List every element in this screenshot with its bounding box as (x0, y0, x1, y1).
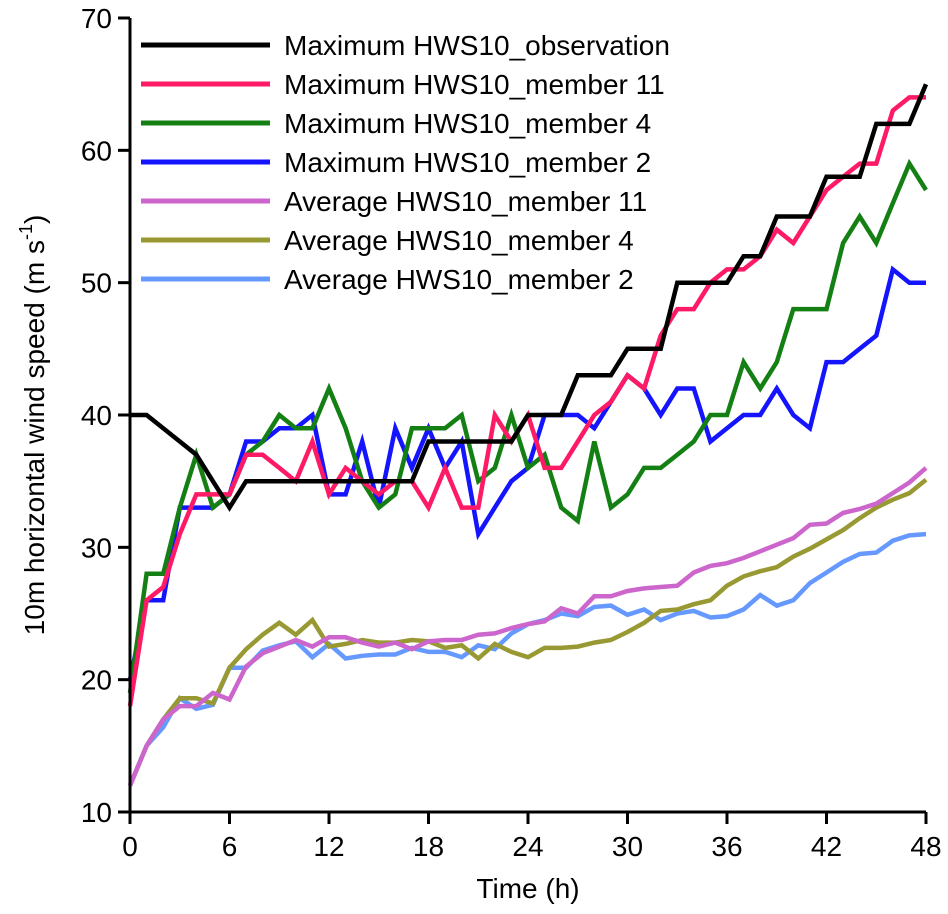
y-tick-label: 10 (81, 797, 112, 828)
x-tick-label: 0 (122, 831, 138, 862)
x-tick-label: 12 (313, 831, 344, 862)
legend-label: Average HWS10_member 2 (284, 264, 634, 295)
x-tick-label: 6 (222, 831, 238, 862)
y-tick-label: 20 (81, 665, 112, 696)
y-axis-title-sup: -1 (16, 224, 36, 240)
legend: Maximum HWS10_observation Maximum HWS10_m… (141, 30, 670, 295)
x-tick-label: 30 (612, 831, 643, 862)
y-tick-label: 40 (81, 400, 112, 431)
legend-label: Average HWS10_member 4 (284, 225, 634, 256)
y-axis-title: 10m horizontal wind speed (m s-1) (16, 215, 50, 636)
y-tick-label: 30 (81, 532, 112, 563)
series-line (130, 534, 926, 785)
legend-label: Maximum HWS10_observation (284, 30, 670, 61)
x-tick-label: 48 (910, 831, 941, 862)
y-axis-title-tail: ) (19, 215, 50, 224)
x-tick-label: 24 (512, 831, 543, 862)
y-axis-title-main: 10m horizontal wind speed (m s (19, 240, 50, 635)
legend-label: Average HWS10_member 11 (284, 186, 647, 217)
x-tick-label: 18 (413, 831, 444, 862)
x-tick-label: 42 (811, 831, 842, 862)
x-ticks: 0 6 12 18 24 30 36 42 48 (122, 812, 941, 862)
x-axis-title: Time (h) (476, 873, 579, 904)
x-tick-label: 36 (711, 831, 742, 862)
legend-label: Maximum HWS10_member 2 (284, 147, 651, 178)
y-tick-label: 70 (81, 3, 112, 34)
legend-label: Maximum HWS10_member 11 (284, 69, 665, 100)
y-tick-label: 50 (81, 268, 112, 299)
series-line (130, 468, 926, 786)
y-tick-label: 60 (81, 135, 112, 166)
y-ticks: 10 20 30 40 50 60 70 (81, 3, 130, 828)
series-line (130, 269, 926, 679)
legend-label: Maximum HWS10_member 4 (284, 108, 651, 139)
